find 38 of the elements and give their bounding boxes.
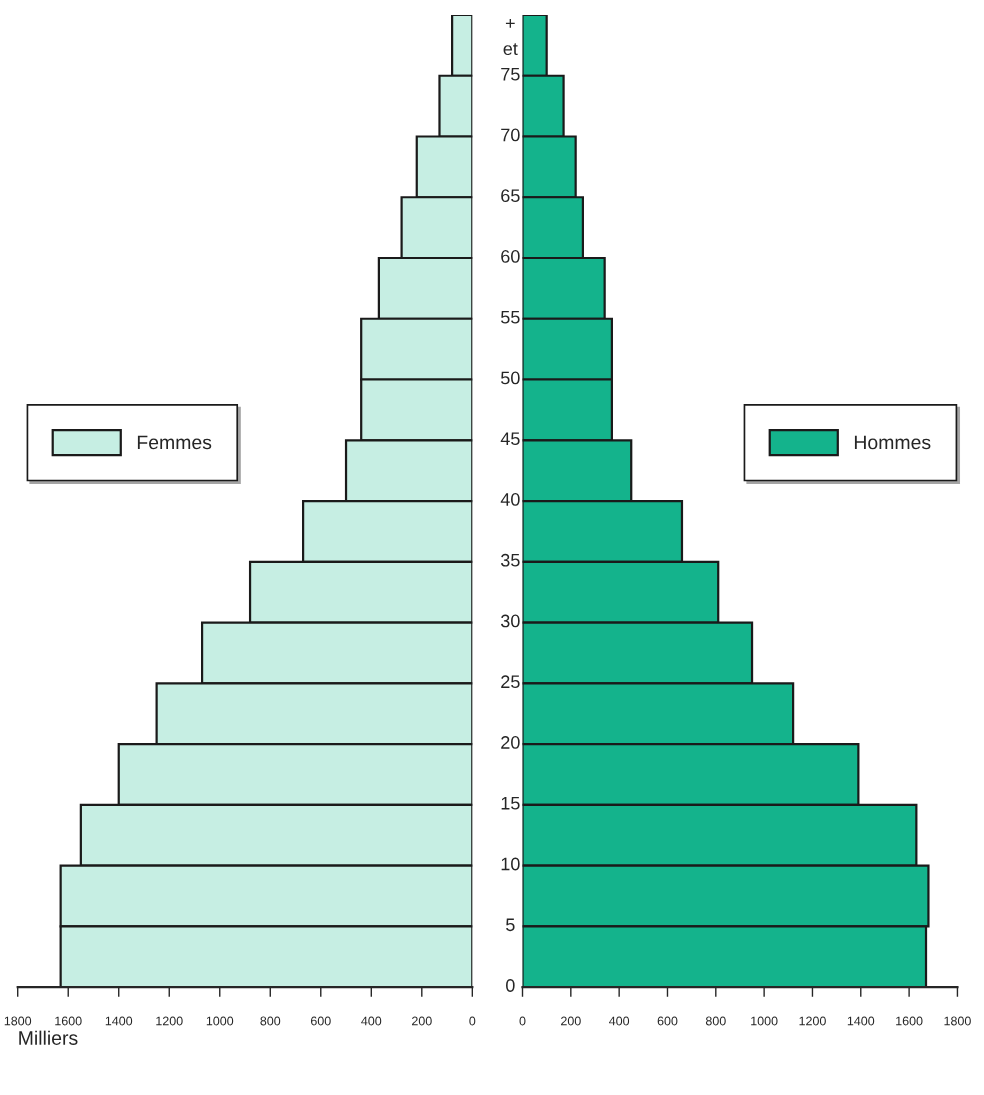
x-tick-label: 1800 bbox=[944, 1016, 971, 1026]
y-tick-label: 0 bbox=[506, 979, 515, 992]
x-tick-label: 400 bbox=[609, 1016, 630, 1026]
x-tick-label: 400 bbox=[361, 1016, 382, 1026]
x-axis-title: Milliers bbox=[19, 1030, 78, 1045]
y-tick-label: 30 bbox=[500, 614, 520, 628]
y-tick-label: 20 bbox=[501, 736, 520, 749]
x-tick-label: 1200 bbox=[156, 1016, 183, 1026]
x-tick-label: 1000 bbox=[206, 1016, 234, 1026]
x-tick-label: 1800 bbox=[4, 1016, 32, 1026]
y-tick-label: 65 bbox=[501, 189, 520, 203]
y-tick-label: 70 bbox=[501, 128, 520, 142]
y-tick-label: 75 et + bbox=[501, 18, 520, 81]
x-tick-label: 200 bbox=[412, 1016, 432, 1026]
x-tick-label: 1600 bbox=[896, 1016, 923, 1026]
y-tick-label: 5 bbox=[506, 918, 515, 932]
x-tick-label: 600 bbox=[310, 1016, 331, 1026]
x-tick-label: 1200 bbox=[799, 1016, 826, 1026]
y-tick-label: 10 bbox=[501, 857, 520, 871]
legend-label: Hommes bbox=[854, 435, 931, 450]
x-tick-label: 800 bbox=[260, 1016, 281, 1026]
x-tick-label: 1400 bbox=[105, 1016, 133, 1026]
x-tick-label: 200 bbox=[561, 1016, 581, 1026]
x-tick-label: 0 bbox=[469, 1016, 476, 1026]
y-tick-label: 50 bbox=[501, 371, 520, 385]
x-tick-label: 800 bbox=[705, 1016, 726, 1026]
y-tick-label: 40 bbox=[500, 493, 520, 506]
x-tick-label: 1000 bbox=[751, 1016, 778, 1026]
x-tick-label: 1400 bbox=[847, 1016, 875, 1026]
x-tick-label: 1600 bbox=[55, 1016, 82, 1026]
y-tick-label: 45 bbox=[500, 432, 520, 446]
y-tick-label: 60 bbox=[501, 250, 520, 263]
legend-label: Femmes bbox=[137, 435, 212, 450]
y-tick-label: 55 bbox=[501, 311, 520, 324]
y-tick-label: 15 bbox=[501, 797, 520, 810]
x-tick-label: 600 bbox=[657, 1016, 678, 1026]
y-tick-label: 25 bbox=[501, 675, 520, 689]
y-tick-label: 35 bbox=[500, 553, 520, 567]
